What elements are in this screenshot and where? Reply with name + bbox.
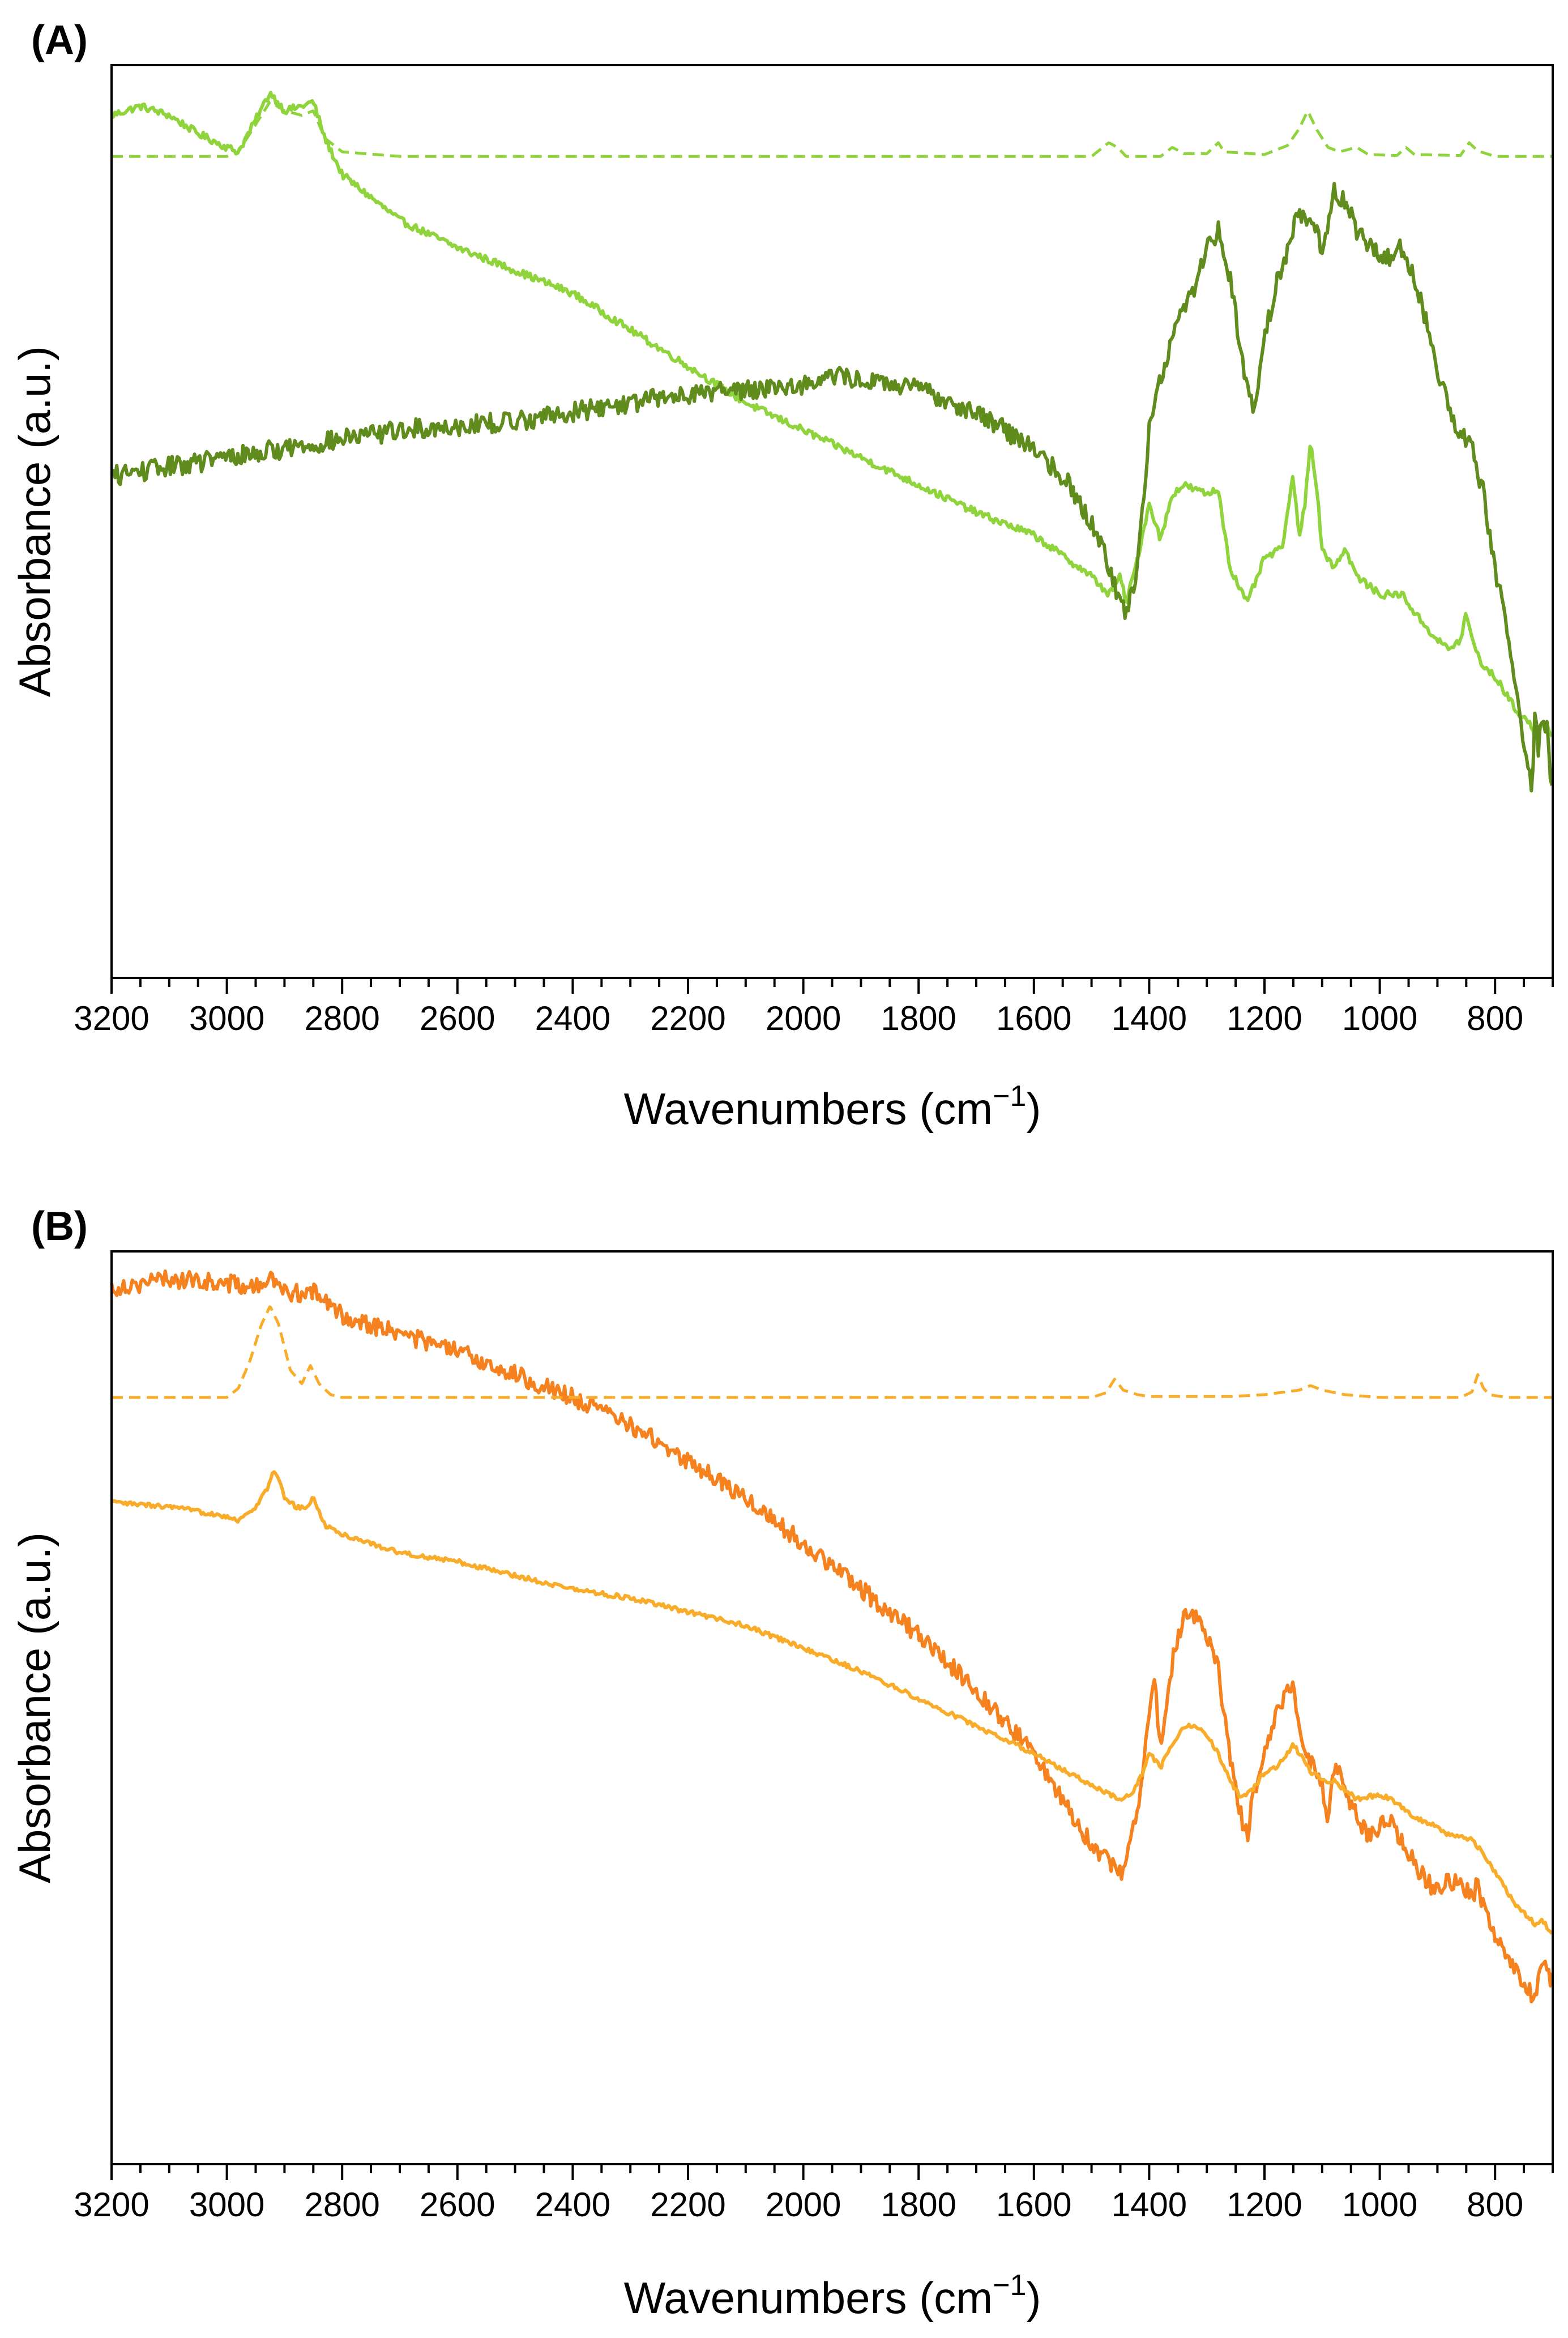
panel-a-x-axis-title-close: ) (1026, 1084, 1041, 1134)
panel-a-x-axis-title-text: Wavenumbers (cm (624, 1084, 993, 1134)
panel-b-x-tick-label: 2800 (304, 2186, 379, 2224)
panel-b: (B) 3200 3000 2800 2600 2400 2200 2000 1800 1600… (10, 1204, 1554, 2323)
panel-a-x-tick-label: 3000 (189, 999, 264, 1037)
panel-b-x-axis-title-superscript: −1 (993, 2269, 1026, 2302)
panel-a-series-1-line (110, 91, 1554, 741)
panel-a-x-tick-label: 2800 (304, 999, 379, 1037)
panel-b-y-axis-title: Absorbance (a.u.) (10, 1532, 59, 1883)
panel-a-x-tick-label: 2000 (766, 999, 841, 1037)
panel-b-x-tick-label: 2400 (535, 2186, 610, 2224)
panel-b-x-tick-label: 1800 (881, 2186, 956, 2224)
panel-b-x-tick-label: 2000 (766, 2186, 841, 2224)
panel-b-x-tick-label: 1400 (1112, 2186, 1187, 2224)
panel-b-x-tick-label: 2200 (650, 2186, 725, 2224)
panel-b-x-axis-title-text: Wavenumbers (cm (624, 2273, 993, 2323)
panel-a-y-axis-title: Absorbance (a.u.) (10, 346, 59, 697)
panel-a-x-tick-label: 1400 (1112, 999, 1187, 1037)
panel-b-plot-frame (110, 1250, 1554, 2165)
panel-a-x-ticks: 3200 3000 2800 2600 2400 2200 2000 1800 1600 1400… (74, 978, 1554, 1037)
panel-b-x-tick-label: 3200 (74, 2186, 149, 2224)
panel-label-b: (B) (31, 1204, 88, 1249)
panel-b-x-tick-label: 1200 (1227, 2186, 1302, 2224)
panel-a-x-axis-title-superscript: −1 (993, 1080, 1026, 1113)
panel-b-x-ticks: 3200 3000 2800 2600 2400 2200 2000 1800 1600 1400… (74, 2164, 1554, 2224)
panel-a-x-tick-label: 1600 (996, 999, 1071, 1037)
panel-a-x-tick-label: 1200 (1227, 999, 1302, 1037)
panel-a-x-tick-label: 1800 (881, 999, 956, 1037)
panel-a-x-tick-label: 2600 (420, 999, 495, 1037)
panel-a-series-3-line (111, 100, 1553, 158)
panel-b-series-group (110, 1269, 1554, 2004)
panel-a-x-tick-label: 2200 (650, 999, 725, 1037)
panel-b-series-3-line (111, 1305, 1553, 1399)
panel-b-x-tick-label: 800 (1467, 2186, 1523, 2224)
panel-a-series-2-line (110, 182, 1554, 793)
panel-b-x-tick-label: 2600 (420, 2186, 495, 2224)
panel-b-x-tick-label: 1600 (996, 2186, 1071, 2224)
panel-a-x-tick-label: 3200 (74, 999, 149, 1037)
panel-b-x-tick-label: 1000 (1342, 2186, 1417, 2224)
panel-a-series-group (110, 91, 1554, 793)
panel-a-x-axis-title: Wavenumbers (cm−1) (624, 1080, 1041, 1134)
panel-b-x-tick-label: 3000 (189, 2186, 264, 2224)
panel-a-x-tick-label: 2400 (535, 999, 610, 1037)
panel-a-x-tick-label: 800 (1467, 999, 1523, 1037)
panel-a-x-tick-label: 1000 (1342, 999, 1417, 1037)
panel-a: (A) 3200 3000 2800 2600 2400 2200 2000 1800 1600… (10, 18, 1554, 1134)
panel-b-x-axis-title: Wavenumbers (cm−1) (624, 2269, 1041, 2323)
panel-b-series-2-line (111, 1470, 1554, 1935)
panel-b-series-1-line (110, 1269, 1554, 2004)
panel-b-x-axis-title-close: ) (1026, 2273, 1041, 2323)
panel-label-a: (A) (31, 18, 88, 63)
